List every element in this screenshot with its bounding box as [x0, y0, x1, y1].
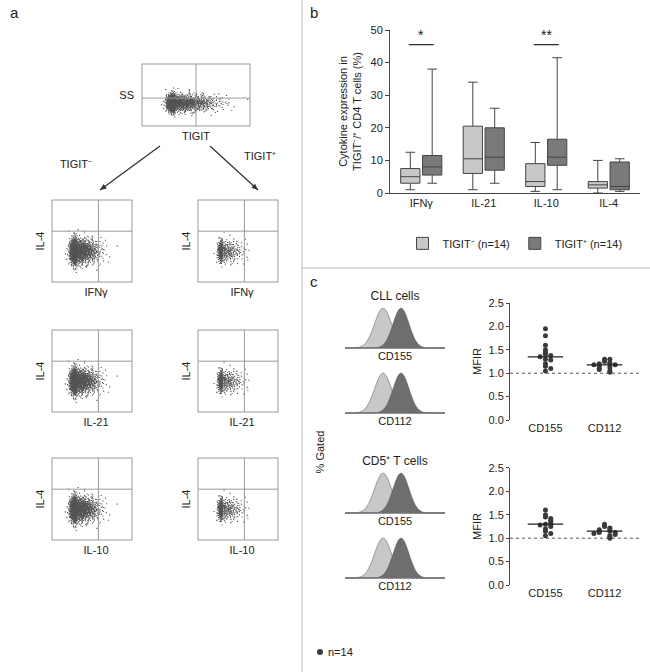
svg-text:TIGIT⁺: TIGIT⁺ — [244, 150, 276, 162]
svg-text:0.0: 0.0 — [489, 414, 504, 426]
svg-text:IL-21: IL-21 — [83, 416, 108, 428]
svg-text:IL-4: IL-4 — [34, 490, 46, 509]
svg-text:1.0: 1.0 — [489, 532, 504, 544]
svg-text:IFNγ: IFNγ — [84, 286, 108, 298]
svg-text:CD155: CD155 — [378, 350, 412, 362]
svg-text:Cytokine expression inTIGIT⁻/⁺: Cytokine expression inTIGIT⁻/⁺ CD4 T cel… — [337, 52, 363, 171]
svg-text:CLL cells: CLL cells — [371, 289, 420, 303]
svg-text:**: ** — [541, 27, 552, 43]
svg-text:CD155: CD155 — [528, 587, 562, 599]
svg-text:CD112: CD112 — [378, 415, 411, 427]
svg-text:SS: SS — [119, 89, 134, 101]
svg-text:50: 50 — [371, 24, 383, 36]
svg-text:1.5: 1.5 — [489, 344, 504, 356]
svg-text:2.0: 2.0 — [489, 485, 504, 497]
svg-text:TIGIT⁻ (n=14): TIGIT⁻ (n=14) — [443, 238, 510, 250]
svg-text:IL-4: IL-4 — [599, 197, 618, 209]
svg-text:CD155: CD155 — [378, 515, 412, 527]
svg-text:IL-4: IL-4 — [180, 490, 192, 509]
svg-text:IL-10: IL-10 — [83, 544, 108, 556]
svg-text:TIGIT⁻: TIGIT⁻ — [60, 158, 92, 170]
svg-text:1.5: 1.5 — [489, 509, 504, 521]
svg-text:0.5: 0.5 — [489, 555, 504, 567]
svg-text:20: 20 — [371, 122, 383, 134]
svg-text:IL-4: IL-4 — [34, 362, 46, 381]
svg-text:MFIR: MFIR — [471, 513, 483, 540]
svg-text:0: 0 — [377, 187, 383, 199]
svg-text:IL-10: IL-10 — [534, 197, 559, 209]
svg-text:CD155: CD155 — [528, 422, 562, 434]
svg-text:b: b — [310, 4, 318, 21]
svg-text:a: a — [10, 4, 19, 21]
svg-text:IL-4: IL-4 — [180, 362, 192, 381]
svg-text:IL-4: IL-4 — [34, 232, 46, 251]
svg-text:CD112: CD112 — [588, 587, 621, 599]
svg-text:IFNγ: IFNγ — [230, 286, 254, 298]
svg-text:40: 40 — [371, 56, 383, 68]
svg-text:CD112: CD112 — [588, 422, 621, 434]
svg-text:IL-4: IL-4 — [180, 232, 192, 251]
svg-text:n=14: n=14 — [328, 646, 353, 658]
svg-text:CD5⁺ T cells: CD5⁺ T cells — [362, 454, 428, 468]
svg-text:2.5: 2.5 — [489, 297, 504, 309]
svg-text:*: * — [418, 27, 424, 43]
svg-text:MFIR: MFIR — [471, 348, 483, 375]
svg-text:TIGIT: TIGIT — [182, 130, 210, 142]
svg-text:0.0: 0.0 — [489, 579, 504, 591]
svg-text:30: 30 — [371, 89, 383, 101]
svg-text:c: c — [310, 273, 318, 290]
svg-text:IFNγ: IFNγ — [410, 197, 434, 209]
svg-text:% Gated: % Gated — [314, 431, 326, 474]
svg-text:0.5: 0.5 — [489, 390, 504, 402]
svg-text:IL-21: IL-21 — [471, 197, 496, 209]
svg-text:CD112: CD112 — [378, 580, 411, 592]
svg-text:1.0: 1.0 — [489, 367, 504, 379]
svg-text:IL-21: IL-21 — [229, 416, 254, 428]
svg-text:IL-10: IL-10 — [229, 544, 254, 556]
svg-text:TIGIT⁺ (n=14): TIGIT⁺ (n=14) — [555, 238, 622, 250]
svg-text:2.5: 2.5 — [489, 462, 504, 474]
svg-text:2.0: 2.0 — [489, 320, 504, 332]
svg-text:10: 10 — [371, 154, 383, 166]
